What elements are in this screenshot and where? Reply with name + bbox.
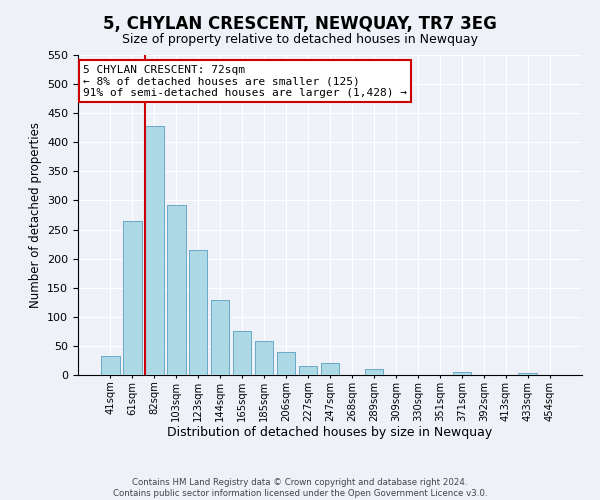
Y-axis label: Number of detached properties: Number of detached properties xyxy=(29,122,41,308)
Text: Contains HM Land Registry data © Crown copyright and database right 2024.
Contai: Contains HM Land Registry data © Crown c… xyxy=(113,478,487,498)
Bar xyxy=(123,221,142,375)
Bar xyxy=(233,331,251,375)
Bar xyxy=(255,340,274,375)
Bar xyxy=(211,300,229,375)
Bar xyxy=(167,205,185,375)
Text: 5, CHYLAN CRESCENT, NEWQUAY, TR7 3EG: 5, CHYLAN CRESCENT, NEWQUAY, TR7 3EG xyxy=(103,15,497,33)
Text: 5 CHYLAN CRESCENT: 72sqm
← 8% of detached houses are smaller (125)
91% of semi-d: 5 CHYLAN CRESCENT: 72sqm ← 8% of detache… xyxy=(83,64,407,98)
Bar xyxy=(518,372,537,375)
Bar xyxy=(365,369,383,375)
Bar xyxy=(101,356,119,375)
Text: Size of property relative to detached houses in Newquay: Size of property relative to detached ho… xyxy=(122,32,478,46)
X-axis label: Distribution of detached houses by size in Newquay: Distribution of detached houses by size … xyxy=(167,426,493,440)
Bar xyxy=(452,372,471,375)
Bar xyxy=(189,250,208,375)
Bar xyxy=(299,366,317,375)
Bar xyxy=(277,352,295,375)
Bar xyxy=(320,363,340,375)
Bar xyxy=(145,126,164,375)
